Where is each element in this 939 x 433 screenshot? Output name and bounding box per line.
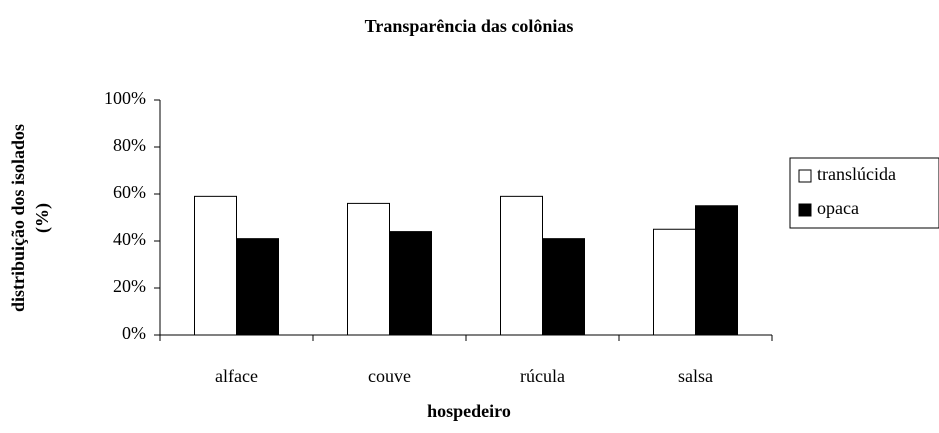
bar xyxy=(194,195,237,336)
x-axis-label: hospedeiro xyxy=(427,401,511,421)
y-tick-label: 80% xyxy=(113,135,146,155)
bar xyxy=(347,202,390,336)
y-tick-label: 40% xyxy=(113,229,146,249)
x-tick-label: alface xyxy=(215,366,258,386)
legend-swatch xyxy=(798,203,812,217)
y-axis-label: (%) xyxy=(32,203,53,233)
x-tick-label: salsa xyxy=(678,366,713,386)
y-tick-label: 20% xyxy=(113,276,146,296)
bar xyxy=(500,195,543,336)
legend-label: translúcida xyxy=(817,164,896,184)
bar xyxy=(389,231,432,336)
legend-box xyxy=(789,157,939,229)
x-tick-label: rúcula xyxy=(520,366,565,386)
bar xyxy=(653,228,696,336)
legend-swatch xyxy=(798,169,812,183)
y-tick-label: 100% xyxy=(104,88,146,108)
bar xyxy=(236,238,279,336)
bar xyxy=(542,238,585,336)
bar xyxy=(695,205,738,336)
y-tick-label: 0% xyxy=(122,323,146,343)
legend-label: opaca xyxy=(817,198,859,218)
x-tick-label: couve xyxy=(368,366,411,386)
y-tick-label: 60% xyxy=(113,182,146,202)
chart-title: Transparência das colônias xyxy=(365,16,574,36)
y-axis-label: distribuição dos isolados xyxy=(8,124,28,312)
